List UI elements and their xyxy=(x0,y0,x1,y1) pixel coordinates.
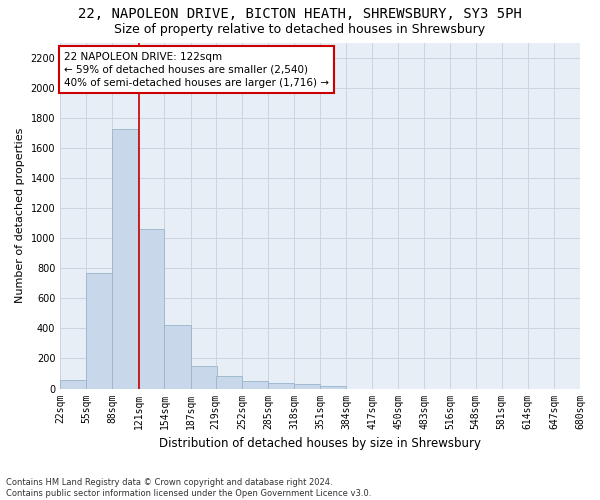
X-axis label: Distribution of detached houses by size in Shrewsbury: Distribution of detached houses by size … xyxy=(159,437,481,450)
Bar xyxy=(164,326,191,388)
Bar xyxy=(320,386,346,388)
Y-axis label: Number of detached properties: Number of detached properties xyxy=(15,128,25,303)
Bar xyxy=(60,380,86,388)
Bar xyxy=(294,384,320,388)
Bar xyxy=(216,376,242,388)
Bar xyxy=(112,129,139,388)
Bar xyxy=(191,366,217,388)
Bar xyxy=(139,229,164,388)
Text: 22 NAPOLEON DRIVE: 122sqm
← 59% of detached houses are smaller (2,540)
40% of se: 22 NAPOLEON DRIVE: 122sqm ← 59% of detac… xyxy=(64,52,329,88)
Text: Contains HM Land Registry data © Crown copyright and database right 2024.
Contai: Contains HM Land Registry data © Crown c… xyxy=(6,478,371,498)
Bar xyxy=(242,382,268,388)
Text: 22, NAPOLEON DRIVE, BICTON HEATH, SHREWSBURY, SY3 5PH: 22, NAPOLEON DRIVE, BICTON HEATH, SHREWS… xyxy=(78,8,522,22)
Bar xyxy=(86,274,112,388)
Bar xyxy=(268,382,294,388)
Text: Size of property relative to detached houses in Shrewsbury: Size of property relative to detached ho… xyxy=(115,22,485,36)
